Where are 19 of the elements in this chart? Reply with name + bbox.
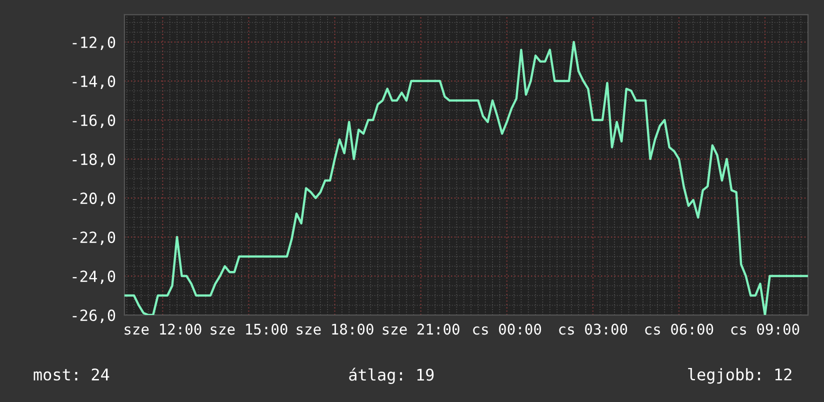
text: legjobb: 12 [688, 368, 792, 384]
y-tick-label: -12,0 [72, 36, 116, 50]
y-tick-label: -20,0 [72, 192, 116, 206]
y-tick-label: -24,0 [72, 270, 116, 284]
x-tick-label: sze 15:00 [210, 324, 288, 335]
x-tick-label: cs 03:00 [559, 324, 628, 335]
x-tick-label: sze 21:00 [382, 324, 460, 335]
x-tick-label: sze 12:00 [124, 324, 202, 335]
text: most: 24 [34, 368, 110, 381]
x-tick-label: sze 18:00 [296, 324, 374, 335]
y-tick-label: -26,0 [72, 310, 116, 323]
x-tick-label: cs 00:00 [473, 324, 542, 335]
x-tick-label: cs 09:00 [731, 324, 800, 335]
y-tick-label: -14,0 [72, 76, 116, 89]
y-tick-label: -18,0 [72, 154, 116, 167]
x-tick-label: cs 06:00 [645, 324, 714, 335]
y-tick-label: -16,0 [72, 114, 116, 128]
y-tick-label: -22,0 [72, 232, 116, 245]
text: átlag: 19 [349, 368, 434, 384]
